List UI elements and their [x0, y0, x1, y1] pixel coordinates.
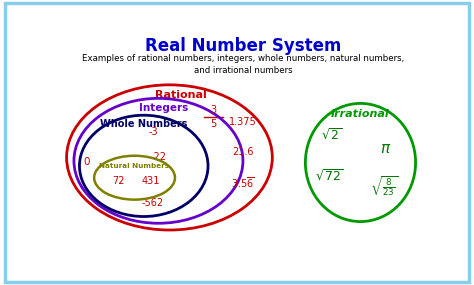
- Text: 5: 5: [210, 119, 217, 129]
- Text: $\sqrt{2}$: $\sqrt{2}$: [320, 128, 342, 143]
- Text: $\pi$: $\pi$: [381, 141, 392, 156]
- Text: Whole Numbers: Whole Numbers: [100, 119, 187, 129]
- Text: -3: -3: [148, 127, 158, 137]
- Text: $\sqrt{\frac{8}{23}}$: $\sqrt{\frac{8}{23}}$: [370, 174, 399, 198]
- Text: Rational: Rational: [155, 90, 206, 100]
- Text: Real Number System: Real Number System: [145, 37, 341, 55]
- Text: 431: 431: [142, 176, 160, 186]
- Text: Examples of rational numbers, integers, whole numbers, natural numbers,
and irra: Examples of rational numbers, integers, …: [82, 54, 404, 75]
- Text: Integers: Integers: [139, 103, 189, 113]
- Text: Irrational: Irrational: [331, 109, 390, 119]
- Text: 0: 0: [83, 158, 90, 168]
- Text: -22: -22: [150, 152, 166, 162]
- Text: -562: -562: [142, 198, 164, 208]
- Text: 72: 72: [112, 176, 124, 186]
- Text: 3: 3: [210, 105, 217, 115]
- Text: Natural Numbers: Natural Numbers: [100, 163, 170, 169]
- Text: 21.6: 21.6: [232, 147, 254, 157]
- Text: 3.5$\overline{6}$: 3.5$\overline{6}$: [231, 175, 255, 190]
- Text: $\sqrt{72}$: $\sqrt{72}$: [315, 168, 344, 184]
- Text: 1.375: 1.375: [229, 117, 257, 127]
